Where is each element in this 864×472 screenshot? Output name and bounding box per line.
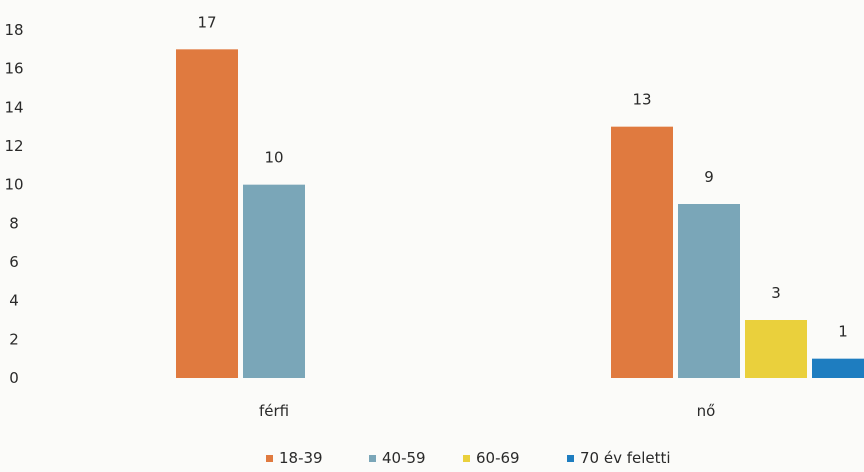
legend-label: 18-39 bbox=[279, 449, 323, 467]
data-labels: 17 10 13 9 3 1 bbox=[197, 13, 847, 340]
bar-70-év-feletti-1 bbox=[812, 358, 864, 378]
category-label: férfi bbox=[259, 402, 289, 420]
legend-label: 60-69 bbox=[476, 449, 520, 467]
bar-40-59-1 bbox=[678, 204, 740, 378]
data-label: 9 bbox=[704, 168, 714, 186]
data-label: 17 bbox=[197, 13, 216, 31]
legend-label: 40-59 bbox=[382, 449, 426, 467]
category-label: nő bbox=[697, 402, 716, 420]
y-tick-label: 14 bbox=[4, 98, 23, 116]
bars bbox=[176, 49, 864, 379]
y-tick-label: 12 bbox=[4, 137, 23, 155]
legend: 18-39 40-59 60-69 70 év feletti bbox=[266, 449, 671, 467]
category-labels: férfi nő bbox=[259, 402, 715, 420]
bar-40-59-0 bbox=[243, 184, 305, 378]
y-tick-label: 0 bbox=[9, 369, 19, 387]
bar-18-39-1 bbox=[611, 126, 673, 379]
bar-18-39-0 bbox=[176, 49, 238, 378]
data-label: 10 bbox=[264, 149, 283, 167]
legend-swatch bbox=[567, 455, 574, 462]
legend-swatch bbox=[266, 455, 273, 462]
legend-swatch bbox=[463, 455, 470, 462]
legend-label: 70 év feletti bbox=[580, 449, 671, 467]
y-tick-label: 8 bbox=[9, 214, 19, 232]
data-label: 3 bbox=[771, 284, 781, 302]
data-label: 13 bbox=[632, 91, 651, 109]
y-tick-label: 4 bbox=[9, 292, 19, 310]
y-tick-label: 6 bbox=[9, 253, 19, 271]
y-tick-label: 10 bbox=[4, 176, 23, 194]
y-tick-label: 18 bbox=[4, 21, 23, 39]
bar-60-69-1 bbox=[745, 320, 807, 378]
data-label: 1 bbox=[838, 323, 848, 341]
y-axis-ticks: 0 2 4 6 8 10 12 14 16 18 bbox=[4, 21, 23, 387]
y-tick-label: 16 bbox=[4, 60, 23, 78]
y-tick-label: 2 bbox=[9, 330, 19, 348]
legend-swatch bbox=[369, 455, 376, 462]
